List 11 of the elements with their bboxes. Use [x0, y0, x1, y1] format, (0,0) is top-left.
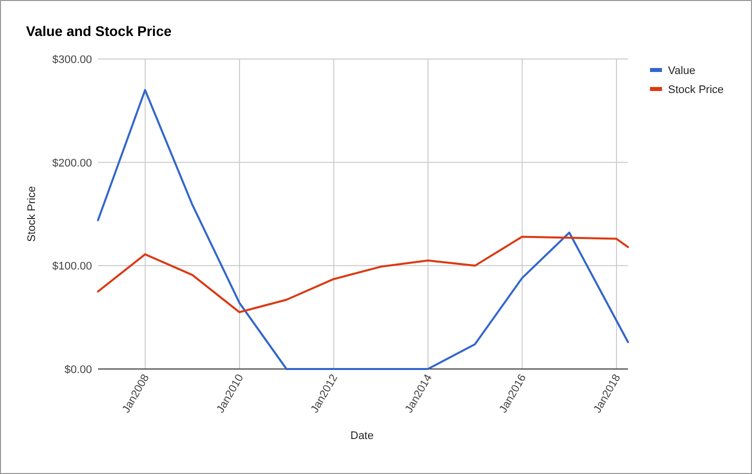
legend-label: Value	[668, 65, 696, 77]
y-tick-label: $200.00	[52, 157, 92, 170]
y-tick-label: $100.00	[52, 260, 92, 273]
y-tick-label: $0.00	[64, 364, 92, 376]
y-tick-label: $300.00	[52, 54, 92, 66]
line-series	[97, 89, 629, 370]
x-axis-title: Date	[350, 430, 374, 442]
legend-label: Stock Price	[668, 84, 724, 96]
line-series	[97, 236, 629, 314]
y-axis-title: Stock Price	[26, 186, 38, 242]
chart-title: Value and Stock Price	[26, 23, 172, 39]
